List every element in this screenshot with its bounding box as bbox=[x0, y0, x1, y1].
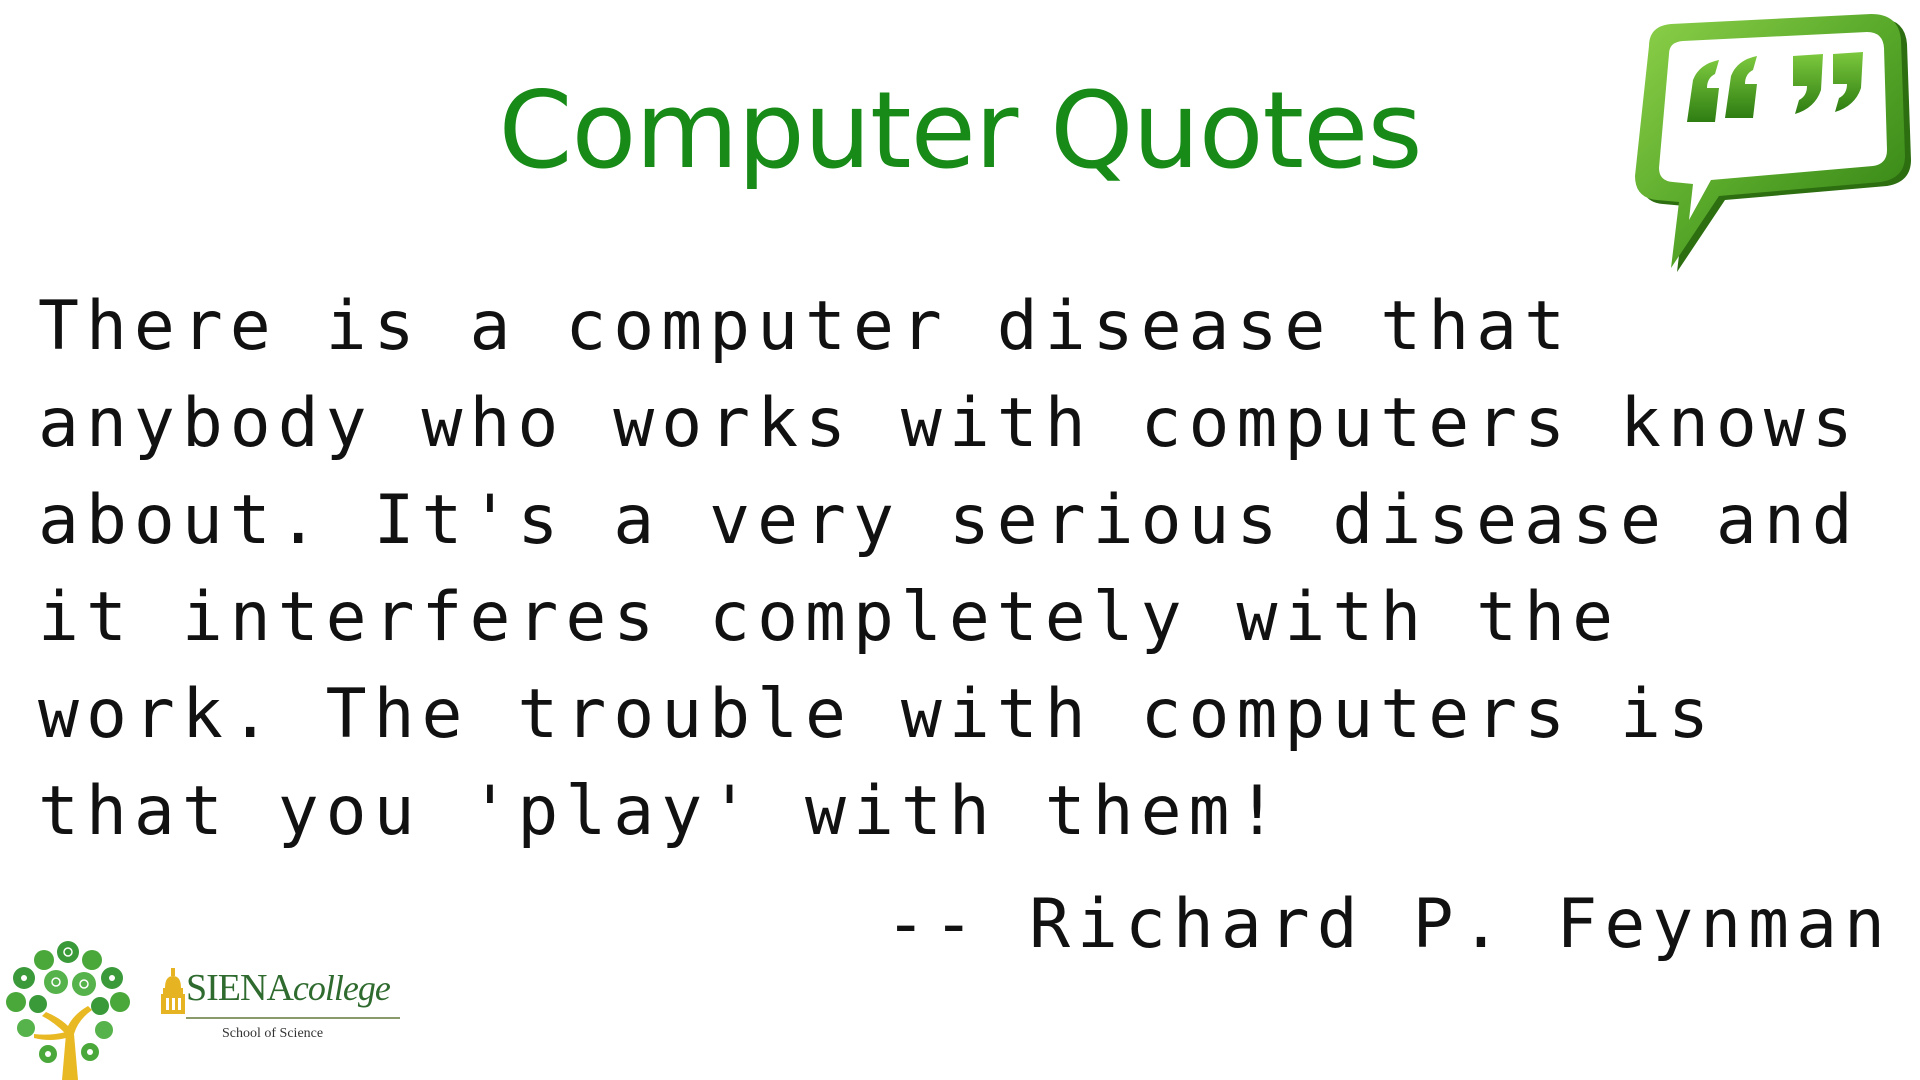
logo-divider bbox=[186, 1017, 400, 1019]
quote-line: There is a computer disease that bbox=[38, 287, 1573, 366]
school-name: School of Science bbox=[222, 1026, 324, 1041]
slide-title: Computer Quotes bbox=[498, 69, 1422, 192]
siena-college-logo: SIENAcollege School of Science bbox=[160, 960, 410, 1050]
science-tree-icon bbox=[6, 941, 130, 1080]
quote-text: There is a computer disease that anybody… bbox=[38, 278, 1898, 860]
college-word: college bbox=[292, 968, 391, 1008]
quote-line: about. It's a very serious disease and bbox=[38, 481, 1860, 560]
quote-attribution: -- Richard P. Feynman bbox=[885, 885, 1892, 964]
quote-line: it interferes completely with the bbox=[38, 578, 1621, 657]
dome-icon bbox=[161, 968, 185, 1014]
quote-line: work. The trouble with computers is bbox=[38, 675, 1716, 754]
siena-name-text: SIENA bbox=[186, 967, 294, 1009]
quote-line: that you 'play' with them! bbox=[38, 772, 1285, 851]
speech-bubble-quotes-icon bbox=[1635, 14, 1911, 272]
siena-wordmark: SIENAcollege bbox=[186, 966, 391, 1010]
quote-line: anybody who works with computers knows bbox=[38, 384, 1860, 463]
